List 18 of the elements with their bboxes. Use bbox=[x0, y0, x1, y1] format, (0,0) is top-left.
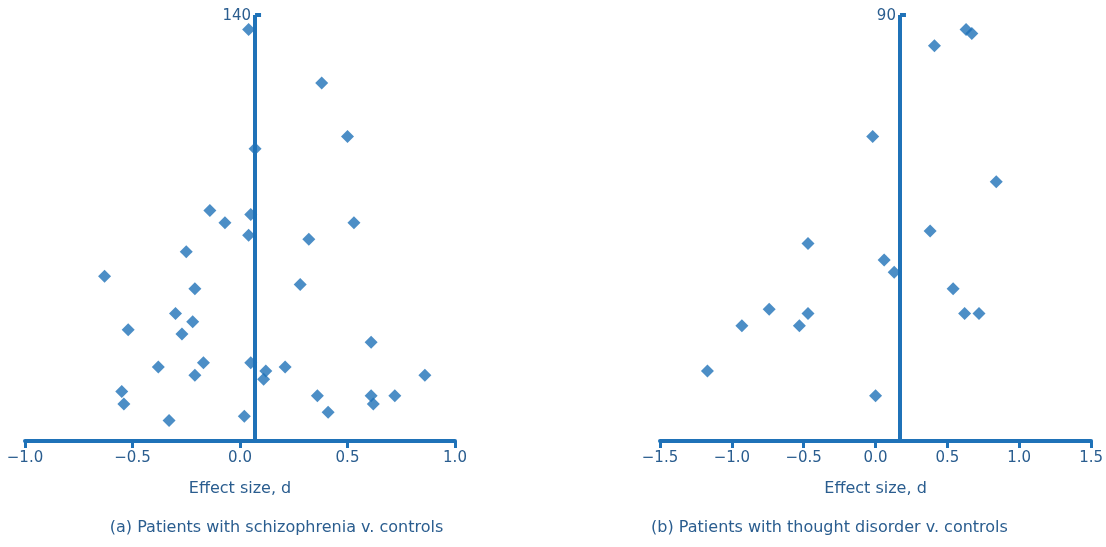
x-tick-label: 0.0 bbox=[863, 447, 888, 466]
x-tick-label: 0.5 bbox=[335, 447, 360, 466]
text: 140 bbox=[222, 6, 252, 24]
x-tick-label: −0.5 bbox=[785, 447, 822, 466]
x-tick-label: −1.5 bbox=[641, 447, 679, 466]
x-axis-title: Effect size, d bbox=[188, 477, 292, 497]
x-tick-label: 1.0 bbox=[443, 447, 467, 466]
text: (b) Patients with thought disorder v. controls bbox=[651, 516, 1008, 536]
text: (a) Patients with schizophrenia v. controls bbox=[109, 516, 444, 536]
x-tick-label: −0.5 bbox=[114, 447, 151, 466]
x-tick-label: 1.0 bbox=[1007, 447, 1032, 466]
text: 90 bbox=[876, 6, 896, 24]
x-axis-title: Effect size, d bbox=[824, 477, 927, 497]
x-tick-label: −1.0 bbox=[713, 447, 751, 466]
x-tick-label: −1.0 bbox=[6, 447, 44, 466]
x-tick-label: 0.0 bbox=[228, 447, 252, 466]
x-tick-label: 1.5 bbox=[1079, 447, 1103, 466]
x-tick-label: 0.5 bbox=[935, 447, 960, 466]
